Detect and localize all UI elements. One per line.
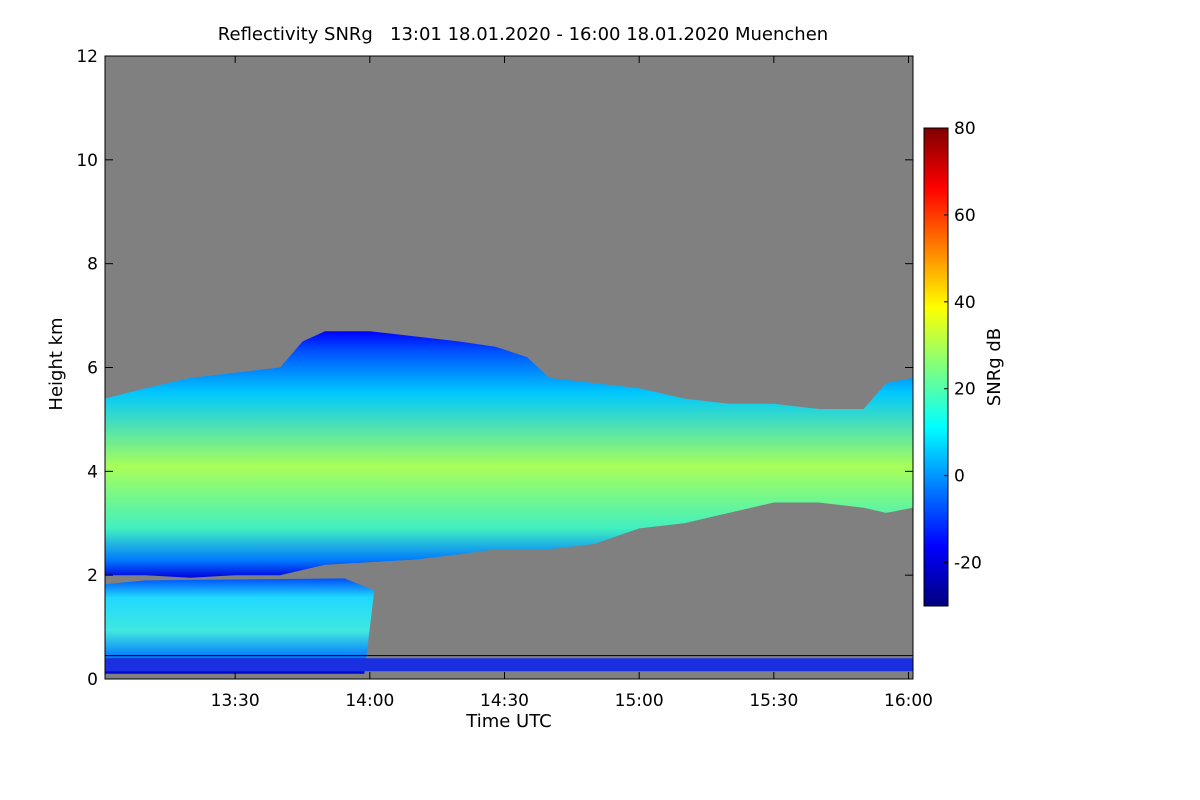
colorbar <box>923 127 949 607</box>
y-tick-label: 12 <box>76 47 98 67</box>
surface-band <box>105 658 913 672</box>
y-tick-label: 6 <box>87 359 98 379</box>
x-tick-label: 15:30 <box>749 691 798 711</box>
x-tick-label: 14:30 <box>480 691 529 711</box>
y-tick-label: 8 <box>87 255 98 275</box>
colorbar-tick-label: 40 <box>954 293 976 313</box>
x-tick-label: 14:00 <box>345 691 394 711</box>
colorbar-tick-label: 60 <box>954 206 976 226</box>
colorbar-tick-label: 20 <box>954 380 976 400</box>
main-cloud-layer <box>105 331 913 578</box>
y-axis-label: Height km <box>46 317 67 410</box>
y-tick-label: 4 <box>87 462 98 482</box>
colorbar-tick-label: 80 <box>954 119 976 139</box>
x-tick-label: 15:00 <box>615 691 664 711</box>
x-axis-label: Time UTC <box>465 711 551 732</box>
colorbar-tick-label: 0 <box>954 467 965 487</box>
y-tick-label: 10 <box>76 151 98 171</box>
colorbar-tick-label: -20 <box>954 554 982 574</box>
x-tick-label: 13:30 <box>211 691 260 711</box>
x-tick-label: 16:00 <box>884 691 933 711</box>
y-tick-label: 2 <box>87 566 98 586</box>
y-tick-label: 0 <box>87 670 98 690</box>
chart-title: Reflectivity SNRg 13:01 18.01.2020 - 16:… <box>218 24 828 45</box>
colorbar-label: SNRg dB <box>984 328 1005 406</box>
lower-precip-layer <box>105 578 375 674</box>
